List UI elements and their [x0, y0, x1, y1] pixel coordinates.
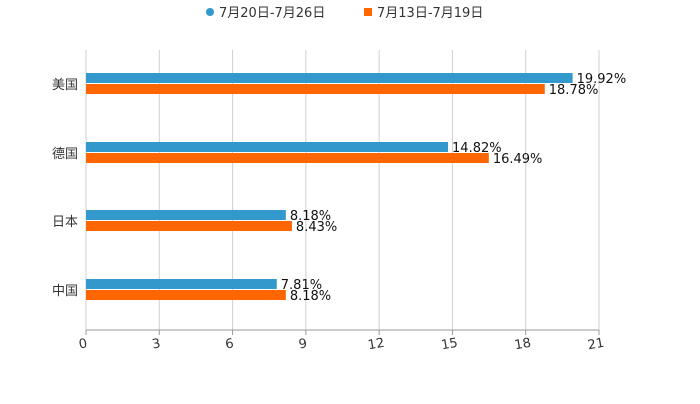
x-tick-label: 12: [367, 336, 386, 354]
data-label: 7.81%: [281, 278, 322, 293]
bar-week-0713: [86, 153, 489, 163]
category-label: 美国: [52, 78, 78, 93]
data-label: 19.92%: [577, 72, 627, 87]
x-tick-label: 0: [78, 336, 89, 352]
bar-week-0713: [86, 84, 545, 94]
bar-week-0720: [86, 142, 449, 152]
data-label: 16.49%: [493, 152, 543, 167]
category-label: 德国: [52, 147, 78, 162]
data-label: 8.18%: [290, 289, 331, 304]
legend-marker-circle: [206, 8, 214, 16]
category-label: 中国: [52, 284, 78, 299]
x-tick-label: 15: [440, 336, 459, 354]
bar-week-0720: [86, 279, 277, 289]
bar-week-0720: [86, 210, 286, 220]
x-tick-label: 21: [587, 336, 606, 354]
data-label: 18.78%: [549, 83, 599, 98]
category-label: 日本: [52, 215, 78, 230]
legend-label: 7月20日-7月26日: [219, 6, 325, 21]
x-tick-label: 18: [513, 336, 532, 354]
data-label: 14.82%: [452, 141, 502, 156]
bar-week-0720: [86, 73, 573, 83]
bar-week-0713: [86, 221, 292, 231]
x-tick-label: 6: [224, 336, 235, 352]
data-label: 8.43%: [296, 220, 337, 235]
legend-marker-square: [364, 8, 372, 16]
legend-label: 7月13日-7月19日: [377, 6, 483, 21]
data-label: 8.18%: [290, 209, 331, 224]
x-tick-label: 3: [151, 336, 162, 352]
x-tick-label: 9: [298, 336, 309, 352]
bar-week-0713: [86, 290, 286, 300]
